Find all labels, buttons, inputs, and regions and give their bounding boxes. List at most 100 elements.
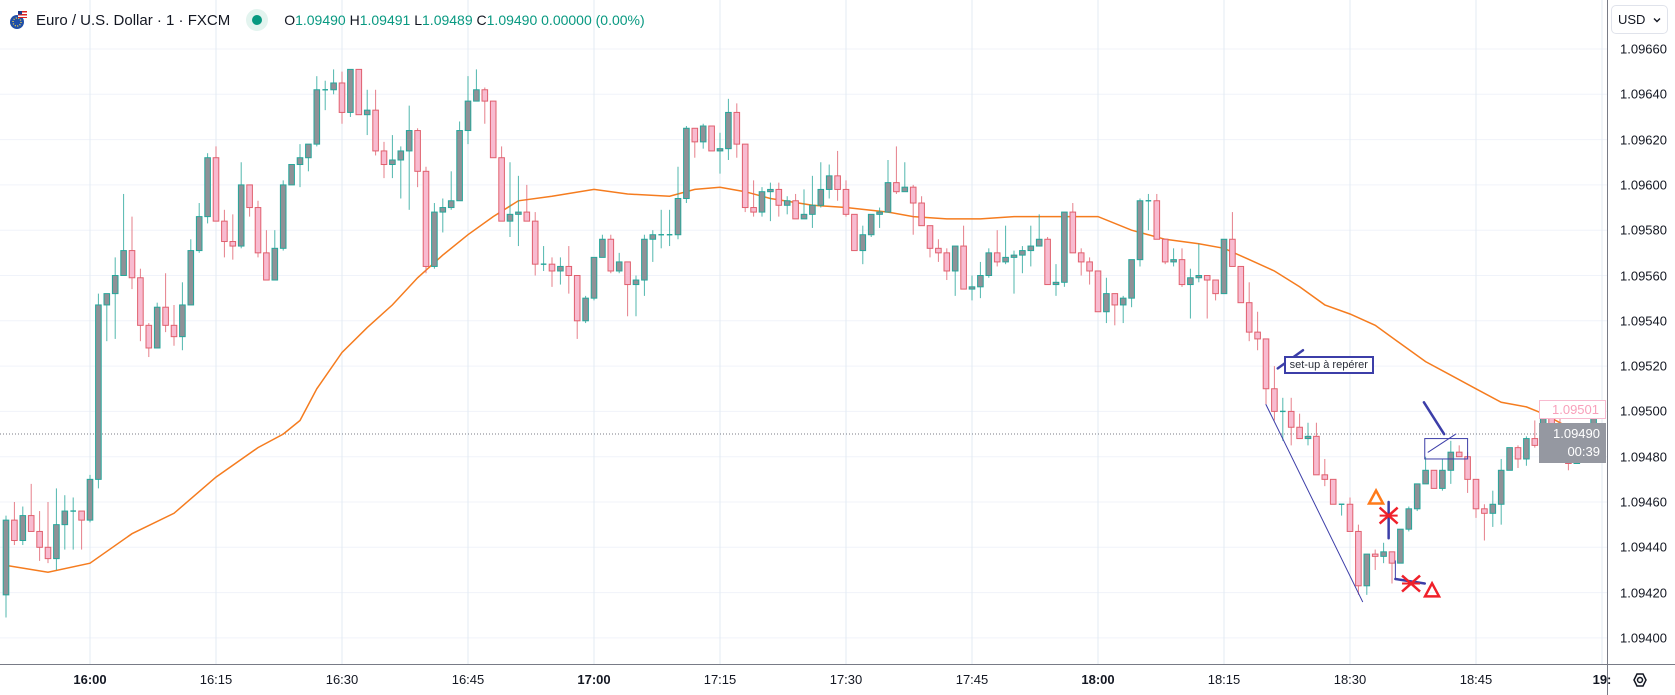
gear-icon[interactable] — [1628, 670, 1652, 690]
price-axis[interactable]: 1.09660 1.09640 1.09620 1.09600 1.09580 1.095… — [1607, 0, 1675, 664]
candle-bearish — [1178, 248, 1186, 287]
candle-body — [456, 130, 463, 202]
symbol-title[interactable]: Euro / U.S. Dollar · 1 · FXCM — [36, 11, 231, 29]
candle-bullish — [758, 187, 766, 217]
candle-bearish — [1254, 311, 1261, 351]
candle-bearish — [573, 275, 581, 339]
candle-bullish — [641, 234, 648, 296]
candle-body — [1363, 553, 1371, 587]
candle-bullish — [825, 164, 833, 199]
candle-body — [271, 247, 279, 281]
candle-bearish — [1262, 338, 1270, 405]
candle-bullish — [288, 164, 295, 186]
candle-bearish — [708, 125, 715, 152]
candle-bearish — [498, 146, 505, 222]
candle-bullish — [658, 209, 664, 249]
candle-body — [968, 286, 976, 290]
candle-bearish — [1287, 397, 1295, 446]
candle-bullish — [817, 162, 825, 208]
candle-body — [1010, 254, 1018, 258]
candle-body — [859, 234, 867, 252]
candle-bullish — [1439, 458, 1446, 491]
close-value: 1.09490 — [486, 12, 538, 28]
candle-body — [78, 510, 85, 521]
candle-body — [800, 213, 808, 220]
candle-body — [1136, 200, 1144, 261]
candle-body — [1178, 259, 1186, 286]
candle-bullish — [2, 515, 10, 618]
candle-body — [599, 238, 606, 258]
candle-body — [195, 216, 203, 252]
currency-dropdown[interactable]: USD — [1611, 5, 1668, 34]
candle-body — [1439, 469, 1446, 489]
candle-bullish — [1035, 214, 1043, 247]
candle-body — [951, 245, 959, 272]
candle-body — [758, 191, 766, 213]
candle-body — [716, 148, 724, 152]
time-tick-label: 17:15 — [703, 672, 737, 687]
market-status-indicator[interactable] — [246, 9, 269, 31]
candle-bullish — [153, 302, 161, 349]
candle-body — [1355, 530, 1362, 587]
candle-bearish — [531, 212, 539, 276]
candle-bullish — [53, 488, 60, 570]
candle-bullish — [666, 209, 673, 247]
candle-bearish — [338, 71, 346, 124]
candle-bearish — [960, 225, 967, 290]
candle-body — [809, 204, 816, 215]
price-tick-label: 1.09520 — [1620, 358, 1667, 374]
time-tick-label: 16:45 — [451, 672, 485, 687]
candle-body — [44, 546, 52, 560]
candle-body — [162, 306, 169, 326]
candle-bearish — [145, 323, 153, 358]
candle-bullish — [103, 293, 111, 342]
chevron-down-icon — [1653, 17, 1661, 22]
candle-bearish — [1086, 257, 1093, 285]
time-axis[interactable]: 16:00 16:15 16:30 16:45 17:00 17:15 17:30 17:45… — [0, 664, 1611, 695]
candle-body — [1380, 551, 1387, 557]
high-value: 1.09491 — [359, 12, 411, 28]
setup-note-label[interactable]: set-up à repérer — [1283, 356, 1374, 375]
candle-body — [783, 200, 791, 206]
candle-bearish — [78, 510, 85, 550]
candle-body — [1195, 275, 1203, 279]
candle-bearish — [137, 268, 144, 342]
price-tick-label: 1.09600 — [1620, 177, 1667, 193]
candle-bullish — [271, 230, 279, 281]
price-chart[interactable] — [0, 0, 1607, 664]
candle-body — [1254, 331, 1261, 340]
candle-body — [338, 82, 346, 113]
candle-body — [1170, 259, 1177, 263]
candle-bearish — [1430, 469, 1438, 489]
price-tick-label: 1.09560 — [1620, 268, 1667, 283]
price-tick-label: 1.09540 — [1620, 313, 1667, 329]
candle-bullish — [237, 162, 245, 249]
candle-body — [405, 130, 413, 152]
candle-bearish — [481, 87, 489, 124]
open-label: O — [284, 12, 296, 28]
currency-label: USD — [1618, 12, 1646, 27]
candle-body — [750, 207, 757, 213]
candle-body — [120, 250, 127, 277]
candle-body — [1531, 438, 1539, 446]
candle-body — [389, 159, 396, 166]
candle-body — [649, 234, 657, 240]
candle-body — [128, 250, 136, 279]
candle-bullish — [901, 162, 909, 193]
candle-body — [111, 275, 119, 295]
candle-bearish — [792, 193, 799, 220]
ema-line — [5, 186, 1603, 573]
candle-body — [1430, 469, 1438, 489]
candle-body — [355, 68, 363, 116]
price-tick-label: 1.09500 — [1620, 403, 1667, 419]
rectangle-drawing — [1424, 438, 1469, 460]
candle-body — [741, 143, 749, 209]
candle-body — [103, 293, 111, 306]
candle-bearish — [1069, 203, 1077, 254]
candle-body — [1262, 338, 1270, 390]
candle-body — [582, 297, 589, 322]
candle-bullish — [699, 123, 707, 149]
candle-bearish — [691, 127, 699, 158]
candle-bullish — [1447, 440, 1455, 484]
candle-bullish — [195, 203, 203, 253]
